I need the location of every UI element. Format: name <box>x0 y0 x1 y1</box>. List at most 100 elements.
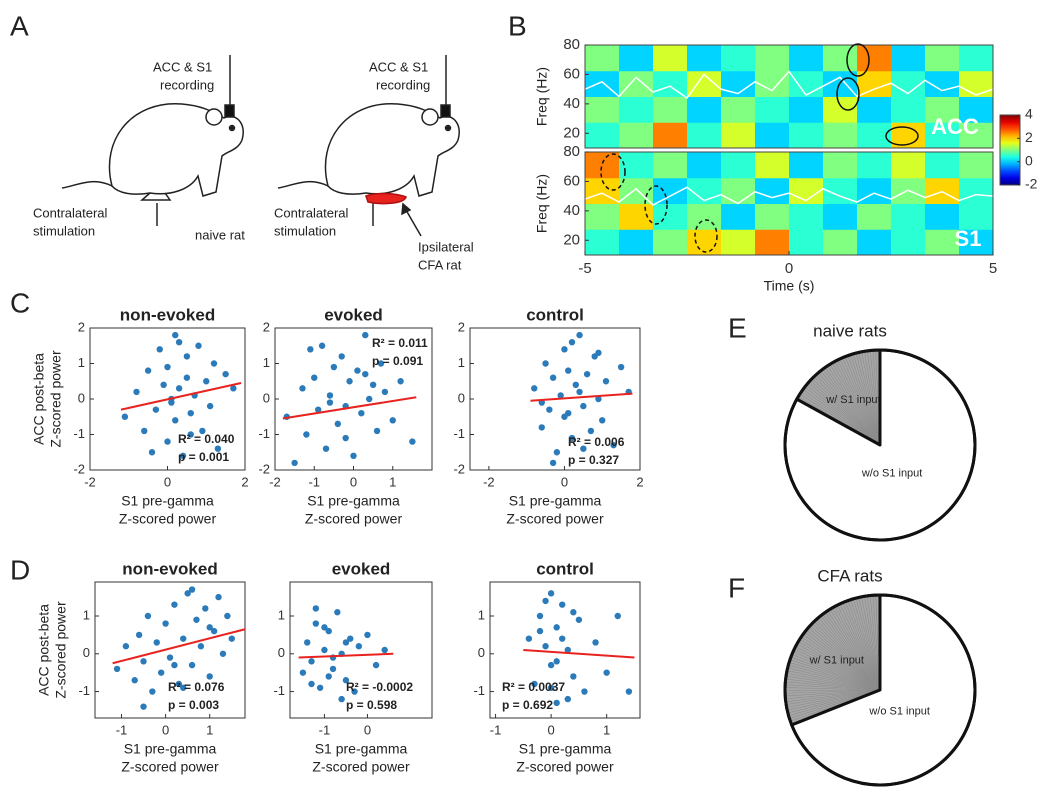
hatch-line <box>866 350 881 446</box>
hatch-line <box>839 358 881 446</box>
y-tick-label: -2 <box>73 461 85 476</box>
scatter-point <box>355 643 363 650</box>
hatch-line <box>822 613 881 691</box>
hatch-line <box>834 606 881 691</box>
scatter-point <box>326 399 334 406</box>
hatch-line <box>827 610 881 691</box>
diagram-label: stimulation <box>274 223 336 238</box>
y-tick-label: 2 <box>263 319 270 334</box>
hatch-line <box>832 607 881 691</box>
hatch-line <box>788 689 881 717</box>
hatch-line <box>791 653 881 691</box>
hatch-line <box>813 621 881 691</box>
scatter-point <box>362 370 369 378</box>
scatter-point <box>553 658 560 665</box>
slice-label: w/o S1 input <box>861 467 923 479</box>
hatch-line <box>816 374 881 446</box>
scatter-point <box>580 445 587 452</box>
scatter-point <box>180 635 187 642</box>
x-axis-label: S1 pre-gamma <box>124 741 217 757</box>
hatch-line <box>785 678 881 691</box>
plot-title: non-evoked <box>122 559 217 578</box>
x-tick-label: -2 <box>269 474 281 489</box>
scatter-point <box>581 688 588 695</box>
scatter-point <box>224 612 231 620</box>
diagram-label: recording <box>160 77 214 92</box>
heat-cell <box>653 203 688 230</box>
heat-cell <box>755 177 790 204</box>
slice-label: w/o S1 input <box>868 705 930 717</box>
hatch-line <box>785 684 881 691</box>
hatch-line <box>818 617 881 691</box>
colorbar <box>999 114 1021 186</box>
scatter-point <box>135 631 143 639</box>
heat-cell <box>653 45 688 72</box>
scatter-point <box>175 680 183 688</box>
x-tick-label: 1 <box>603 722 610 737</box>
scatter-point <box>564 646 571 654</box>
heat-cell <box>721 96 756 123</box>
scatter-point <box>561 346 568 353</box>
scatter-point <box>565 410 572 417</box>
scatter-point <box>576 388 583 396</box>
hatch-line <box>818 372 881 446</box>
heat-cell <box>891 152 926 179</box>
scatter-point <box>299 669 307 676</box>
scatter-point <box>183 374 191 381</box>
heat-cell <box>925 122 960 149</box>
scatter-point <box>614 612 621 620</box>
scatter-point <box>542 360 549 367</box>
scatter-point <box>568 339 576 346</box>
hatch-line <box>785 689 881 694</box>
scatter-point <box>397 378 404 385</box>
hatch-line <box>853 598 881 691</box>
y-axis-label: ACC post-beta <box>31 353 47 445</box>
scatter-point <box>162 620 169 627</box>
hatch-line <box>785 675 881 691</box>
heat-cell <box>653 152 688 179</box>
heat-cell <box>891 203 926 230</box>
x-tick-label: 2 <box>241 474 248 489</box>
y-tick-label: -2 <box>453 461 465 476</box>
scatter-point <box>164 363 171 371</box>
hatch-line <box>829 609 881 691</box>
scatter-point <box>570 609 577 616</box>
heat-cell <box>789 96 824 123</box>
scatter-point <box>547 684 555 691</box>
scatter-point <box>199 427 206 435</box>
heat-cell <box>925 152 960 179</box>
y-tick-label: 2 <box>458 319 465 334</box>
scatter-point <box>572 381 579 388</box>
scatter-point <box>210 360 218 367</box>
hatch-line <box>820 370 881 446</box>
diagram-label: Contralateral <box>33 205 108 220</box>
heat-cell <box>891 45 926 72</box>
hatch-line <box>786 689 881 708</box>
x-tick-label: -1 <box>490 722 502 737</box>
colorbar-tick-label: 2 <box>1025 129 1033 145</box>
scatter-point <box>409 438 416 445</box>
x-axis-label: Z-scored power <box>119 511 217 527</box>
x-axis-label: Time (s) <box>764 278 815 294</box>
scatter-point <box>346 378 353 385</box>
heat-cell <box>619 203 654 230</box>
x-tick-label: 0 <box>350 474 357 489</box>
stat-annotation: R² = -0.0002 <box>346 680 413 694</box>
y-tick-label: -1 <box>473 683 485 698</box>
stat-annotation: R² = 0.006 <box>568 435 625 449</box>
heat-cell <box>619 122 654 149</box>
scatter-point <box>553 624 560 631</box>
heat-cell <box>857 203 892 230</box>
stat-annotation: p = 0.003 <box>168 698 219 712</box>
hatch-line <box>853 353 881 446</box>
hatch-line <box>787 689 881 711</box>
hatch-line <box>861 351 881 446</box>
y-tick-label: -1 <box>258 426 270 441</box>
hatch-line <box>844 356 881 446</box>
scatter-point <box>193 616 200 623</box>
heat-cell <box>789 70 824 97</box>
naive-rat-drawing <box>61 55 244 226</box>
hatch-line <box>829 364 881 446</box>
fit-line <box>112 628 246 665</box>
y-axis-label: Freq (Hz) <box>534 67 550 126</box>
